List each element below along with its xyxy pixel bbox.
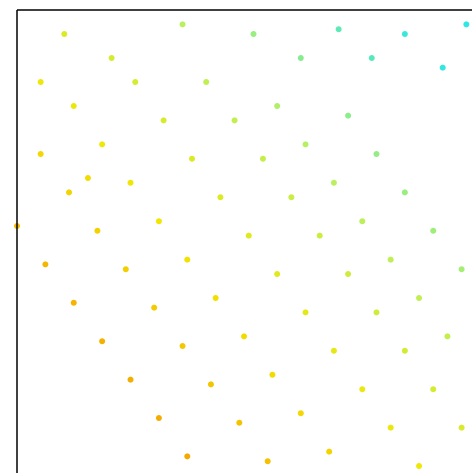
point	[212, 295, 219, 301]
point	[37, 151, 44, 157]
point	[37, 79, 44, 85]
point	[108, 55, 115, 61]
point	[203, 79, 210, 85]
point	[302, 141, 309, 148]
point	[99, 141, 106, 148]
point	[463, 21, 470, 28]
point	[217, 194, 224, 201]
point	[335, 26, 342, 33]
point	[160, 117, 167, 124]
point	[368, 55, 375, 61]
point	[94, 227, 101, 234]
point	[179, 21, 186, 28]
point	[416, 295, 423, 301]
point	[401, 347, 408, 354]
point	[84, 175, 91, 181]
point	[207, 381, 214, 388]
point	[132, 79, 139, 85]
point	[330, 347, 337, 354]
point	[316, 232, 323, 239]
point	[250, 31, 257, 37]
point	[179, 343, 186, 349]
point	[288, 194, 295, 201]
point	[184, 256, 191, 263]
point	[430, 386, 437, 393]
points	[14, 21, 470, 469]
point	[274, 271, 281, 277]
point	[458, 266, 465, 273]
point	[264, 458, 271, 465]
point	[330, 179, 337, 186]
point	[127, 376, 134, 383]
point	[297, 55, 304, 61]
point	[387, 256, 394, 263]
point	[151, 304, 158, 311]
point	[373, 309, 380, 316]
point	[373, 151, 380, 157]
point	[259, 155, 266, 162]
point	[444, 333, 451, 340]
point	[245, 232, 252, 239]
point	[345, 112, 352, 119]
point	[269, 371, 276, 378]
point	[231, 117, 238, 124]
point	[458, 424, 465, 431]
point	[122, 266, 129, 273]
point	[430, 227, 437, 234]
point	[189, 155, 196, 162]
point	[345, 271, 352, 277]
point	[66, 189, 73, 196]
point	[297, 410, 304, 417]
point	[61, 31, 68, 37]
point	[416, 463, 423, 469]
point	[127, 179, 134, 186]
point	[401, 189, 408, 196]
point	[359, 386, 366, 393]
point	[99, 338, 106, 345]
point	[326, 448, 333, 455]
point	[184, 453, 191, 460]
point	[359, 218, 366, 225]
point	[155, 415, 162, 421]
point	[439, 64, 446, 71]
point	[70, 103, 77, 109]
point	[236, 419, 243, 426]
point	[302, 309, 309, 316]
point	[241, 333, 248, 340]
point	[387, 424, 394, 431]
point	[155, 218, 162, 225]
point	[70, 299, 77, 306]
point	[42, 261, 49, 268]
point	[401, 31, 408, 37]
point	[274, 103, 281, 109]
